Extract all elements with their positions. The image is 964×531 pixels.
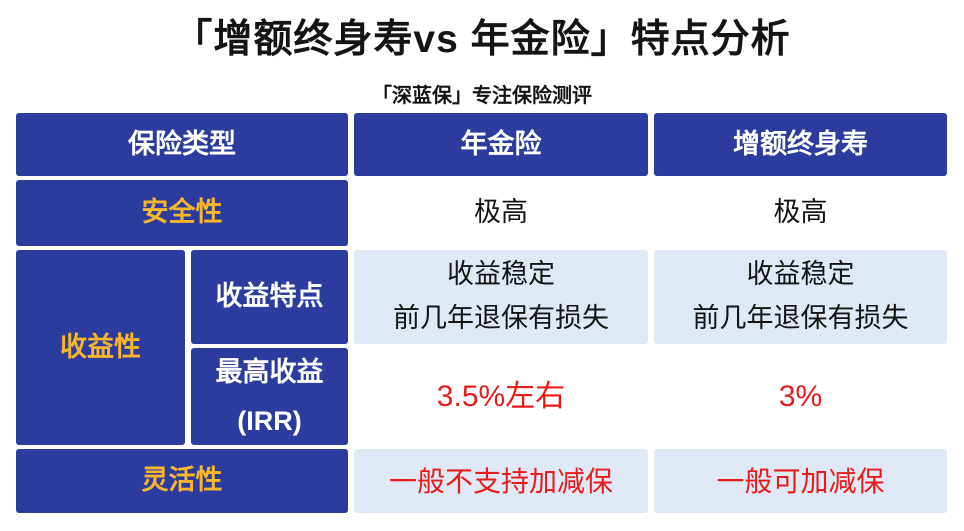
row-label-safety: 安全性 [16,180,348,246]
header-increasing-whole-life: 增额终身寿 [654,113,947,176]
profit-feature-increasing-line2: 前几年退保有损失 [692,303,909,333]
header-annuity: 年金险 [354,113,648,176]
page-title: 「增额终身寿vs 年金险」特点分析 [173,18,791,61]
max-irr-label-line2: (IRR) [237,405,302,436]
max-irr-annuity-value: 3.5%左右 [354,348,648,445]
header-insurance-type: 保险类型 [16,113,348,176]
page-subtitle: 「深蓝保」专注保险测评 [372,85,592,107]
flexibility-increasing-value: 一般可加减保 [654,449,947,513]
comparison-table: 保险类型 年金险 增额终身寿 安全性 极高 极高 收益性 收益特点 收益稳定 前… [16,113,947,513]
row-label-profit-feature: 收益特点 [191,250,348,344]
row-label-profitability: 收益性 [16,250,185,445]
profit-feature-annuity-line2: 前几年退保有损失 [393,303,609,333]
profit-feature-annuity-value: 收益稳定 前几年退保有损失 [354,250,648,344]
max-irr-label-line1: 最高收益 [215,356,324,387]
max-irr-increasing-value: 3% [654,348,947,445]
safety-annuity-value: 极高 [354,180,648,246]
row-label-max-irr: 最高收益 (IRR) [191,348,348,445]
profit-feature-increasing-value: 收益稳定 前几年退保有损失 [654,250,947,344]
profit-feature-increasing-line1: 收益稳定 [746,259,855,290]
row-label-flexibility: 灵活性 [16,449,348,513]
profit-feature-annuity-line1: 收益稳定 [447,259,555,290]
flexibility-annuity-value: 一般不支持加减保 [354,449,648,513]
safety-increasing-value: 极高 [654,180,947,246]
